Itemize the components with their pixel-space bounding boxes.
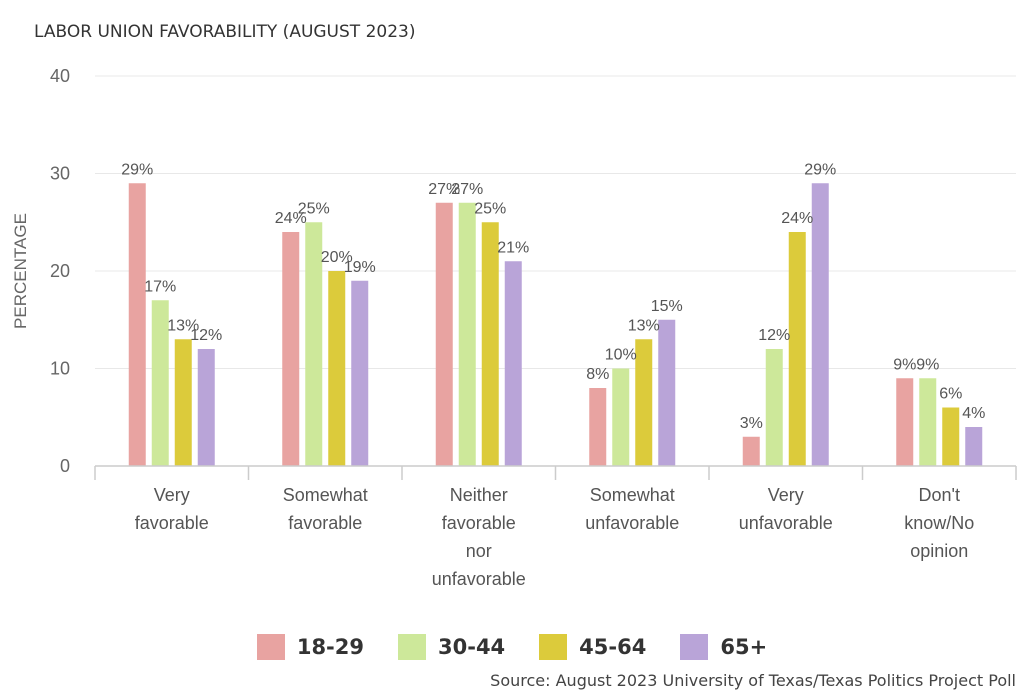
legend-swatch — [256, 634, 285, 660]
bar-30-44 — [612, 368, 630, 466]
bar-18-29 — [282, 232, 300, 466]
bar-30-44 — [765, 349, 783, 466]
chart-title: LABOR UNION FAVORABILITY (AUGUST 2023) — [34, 22, 416, 42]
data-label: 12% — [190, 327, 222, 344]
bar-65+ — [965, 427, 983, 466]
data-label: 10% — [605, 347, 637, 364]
bar-65+ — [811, 183, 829, 466]
legend-item-45-64: 45-64 — [539, 634, 646, 660]
legend-label: 30-44 — [438, 635, 506, 659]
bar-18-29 — [896, 378, 914, 466]
bars — [128, 183, 983, 466]
data-label: 24% — [781, 210, 813, 227]
x-tick-label: Very favorable — [135, 485, 209, 533]
x-axis: Very favorable Somewhat favorable Neither fav… — [94, 465, 1017, 589]
bar-65+ — [658, 319, 676, 466]
y-tick-label: 20 — [50, 261, 70, 281]
data-label: 19% — [344, 259, 376, 276]
y-tick-label: 10 — [50, 359, 70, 379]
legend-item-18-29: 18-29 — [256, 634, 364, 660]
x-tick-label: Don't know/No opinion — [904, 485, 974, 561]
data-label: 9% — [893, 356, 916, 373]
y-tick-label: 0 — [60, 456, 70, 476]
data-label: 15% — [651, 298, 683, 315]
data-label: 29% — [804, 161, 836, 178]
bar-65+ — [351, 280, 369, 466]
x-tick-label: Very unfavorable — [739, 485, 833, 533]
legend-item-65+: 65+ — [680, 634, 767, 660]
bar-30-44 — [458, 202, 476, 466]
bar-65+ — [197, 349, 215, 466]
bar-45-64 — [328, 271, 346, 466]
legend-label: 65+ — [720, 635, 768, 659]
bar-30-44 — [151, 300, 169, 466]
data-label: 27% — [451, 181, 483, 198]
bar-45-64 — [942, 407, 960, 466]
bar-45-64 — [788, 232, 806, 466]
data-label: 12% — [758, 327, 790, 344]
data-label: 27% — [428, 181, 460, 198]
bar-18-29 — [128, 183, 146, 466]
bar-18-29 — [435, 202, 453, 466]
y-axis-label: PERCENTAGE — [11, 213, 30, 329]
bar-18-29 — [742, 436, 760, 466]
legend-label: 18-29 — [296, 635, 364, 659]
x-tick-label: Neither favorable nor unfavorable — [432, 485, 526, 589]
bar-45-64 — [174, 339, 192, 466]
x-tick-label: Somewhat favorable — [283, 485, 368, 533]
legend-swatch — [398, 634, 426, 660]
data-label: 13% — [167, 317, 199, 334]
data-label: 13% — [628, 317, 660, 334]
y-tick-label: 30 — [50, 164, 70, 184]
data-label: 17% — [144, 278, 176, 295]
legend-label: 45-64 — [579, 635, 647, 659]
bar-30-44 — [305, 222, 323, 466]
bar-45-64 — [481, 222, 499, 466]
data-label: 29% — [121, 161, 153, 178]
data-label: 8% — [586, 366, 609, 383]
data-label: 21% — [497, 239, 529, 256]
data-label: 25% — [298, 200, 330, 217]
bar-30-44 — [919, 378, 937, 466]
data-label: 3% — [740, 415, 763, 432]
data-label: 9% — [916, 356, 939, 373]
bar-18-29 — [589, 388, 607, 466]
y-axis-ticks: 0 10 20 30 40 — [50, 66, 70, 476]
legend-swatch — [680, 634, 709, 660]
data-label: 25% — [474, 200, 506, 217]
data-label: 4% — [962, 405, 985, 422]
data-label: 24% — [275, 210, 307, 227]
data-label: 6% — [939, 386, 962, 403]
legend-item-30-44: 30-44 — [398, 634, 505, 660]
legend: 18-29 30-44 45-64 65+ — [0, 634, 1024, 660]
data-labels: 29%17%13%12%24%25%20%19%27%27%25%21%8%10… — [121, 161, 985, 432]
bar-65+ — [504, 261, 522, 466]
bar-45-64 — [635, 339, 653, 466]
gridlines — [95, 75, 1016, 369]
source-note: Source: August 2023 University of Texas/… — [490, 671, 1016, 690]
legend-swatch — [539, 634, 568, 660]
y-tick-label: 40 — [50, 66, 70, 86]
data-label: 20% — [321, 249, 353, 266]
x-tick-label: Somewhat unfavorable — [585, 485, 679, 533]
